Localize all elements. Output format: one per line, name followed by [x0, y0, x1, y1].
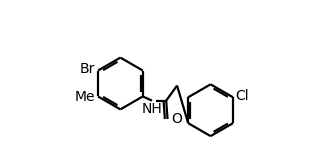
Text: Me: Me	[74, 90, 95, 104]
Text: O: O	[171, 112, 182, 126]
Text: NH: NH	[142, 102, 162, 116]
Text: Cl: Cl	[236, 89, 249, 103]
Text: Br: Br	[79, 62, 95, 76]
